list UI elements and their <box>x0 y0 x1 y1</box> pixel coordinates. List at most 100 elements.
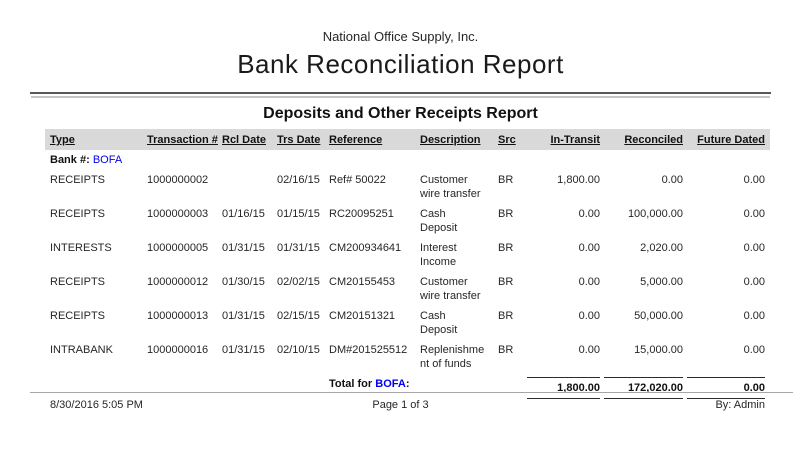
header-divider <box>30 92 771 94</box>
column-header-transaction: Transaction # <box>147 129 222 150</box>
cell-type: RECEIPTS <box>50 276 106 288</box>
cell-type: INTRABANK <box>50 344 113 356</box>
total-colon: : <box>405 378 410 390</box>
table-row: INTERESTS 1000000005 01/31/15 01/31/15 CM200… <box>45 238 770 272</box>
cell-reconciled: 2,020.00 <box>640 242 683 254</box>
cell-reference: CM200934641 <box>329 242 402 254</box>
cell-transaction: 1000000016 <box>147 344 209 356</box>
cell-description: Cash Deposit <box>420 310 458 336</box>
cell-description: Customer wire transfer <box>420 276 481 302</box>
cell-description: Replenishment of funds <box>420 344 485 370</box>
column-header-rcl_date: Rcl Date <box>222 129 277 150</box>
cell-rcl_date: 01/30/15 <box>222 276 265 288</box>
cell-description: Cash Deposit <box>420 208 458 234</box>
cell-reference: DM#201525512 <box>329 344 408 356</box>
bank-link[interactable]: BOFA <box>92 154 123 166</box>
cell-rcl_date: 01/16/15 <box>222 208 265 220</box>
total-spacer <box>45 374 329 402</box>
cell-reference: CM20155453 <box>329 276 396 288</box>
column-header-trs_date: Trs Date <box>277 129 329 150</box>
total-future-dated: 0.00 <box>683 374 770 402</box>
column-header-future_dated: Future Dated <box>683 129 770 150</box>
table-row: INTRABANK 1000000016 01/31/15 02/10/15 DM#20… <box>45 340 770 374</box>
cell-future_dated: 0.00 <box>743 174 765 186</box>
cell-in_transit: 0.00 <box>578 208 600 220</box>
cell-rcl_date: 01/31/15 <box>222 242 265 254</box>
cell-future_dated: 0.00 <box>743 344 765 356</box>
deposits-table: Type Transaction # Rcl Date Trs Date Referen… <box>45 129 770 402</box>
cell-description: Customer wire transfer <box>420 174 481 200</box>
bank-group-cell: Bank #: BOFA <box>45 150 770 170</box>
cell-future_dated: 0.00 <box>743 276 765 288</box>
cell-trs_date: 02/02/15 <box>277 276 320 288</box>
cell-rcl_date <box>222 170 277 204</box>
cell-src: BR <box>498 310 514 322</box>
column-header-reference: Reference <box>329 129 420 150</box>
cell-rcl_date: 01/31/15 <box>222 310 265 322</box>
cell-reference: RC20095251 <box>329 208 394 220</box>
cell-trs_date: 01/31/15 <box>277 242 320 254</box>
column-header-reconciled: Reconciled <box>600 129 683 150</box>
cell-type: RECEIPTS <box>50 174 106 186</box>
total-label: Total for <box>329 378 373 390</box>
bank-group-row: Bank #: BOFA <box>45 150 770 170</box>
cell-in_transit: 0.00 <box>578 344 600 356</box>
table-row: RECEIPTS 1000000003 01/16/15 01/15/15 RC2009… <box>45 204 770 238</box>
cell-transaction: 1000000003 <box>147 208 209 220</box>
cell-trs_date: 02/10/15 <box>277 344 320 356</box>
cell-transaction: 1000000013 <box>147 310 209 322</box>
column-header-description: Description <box>420 129 498 150</box>
footer: 8/30/2016 5:05 PM Page 1 of 3 By: Admin <box>0 399 801 415</box>
cell-src: BR <box>498 208 514 220</box>
cell-transaction: 1000000012 <box>147 276 209 288</box>
cell-reconciled: 0.00 <box>661 174 683 186</box>
cell-in_transit: 1,800.00 <box>557 174 600 186</box>
cell-reference: Ref# 50022 <box>329 174 386 186</box>
cell-transaction: 1000000005 <box>147 242 209 254</box>
table-body: Bank #: BOFA RECEIPTS 1000000002 02/16/15 R… <box>45 150 770 402</box>
cell-type: INTERESTS <box>50 242 112 254</box>
cell-src: BR <box>498 344 514 356</box>
table-header: Type Transaction # Rcl Date Trs Date Referen… <box>45 129 770 150</box>
cell-future_dated: 0.00 <box>743 310 765 322</box>
total-bank-link[interactable]: BOFA <box>375 378 406 390</box>
column-header-in_transit: In-Transit <box>523 129 600 150</box>
printed-by: By: Admin <box>715 399 765 411</box>
cell-transaction: 1000000002 <box>147 174 209 186</box>
cell-in_transit: 0.00 <box>578 276 600 288</box>
cell-description: Interest Income <box>420 242 457 268</box>
print-datetime: 8/30/2016 5:05 PM <box>50 399 143 411</box>
header-divider-light <box>31 96 770 98</box>
cell-reconciled: 5,000.00 <box>640 276 683 288</box>
cell-rcl_date: 01/31/15 <box>222 344 265 356</box>
cell-trs_date: 02/15/15 <box>277 310 320 322</box>
cell-src: BR <box>498 276 514 288</box>
total-label-cell: Total for BOFA: <box>329 374 523 402</box>
report-subtitle: Deposits and Other Receipts Report <box>263 105 538 122</box>
footer-divider <box>30 392 793 393</box>
table-row: RECEIPTS 1000000013 01/31/15 02/15/15 CM2015… <box>45 306 770 340</box>
cell-reference: CM20151321 <box>329 310 396 322</box>
total-in-transit: 1,800.00 <box>523 374 600 402</box>
company-name: National Office Supply, Inc. <box>322 29 479 44</box>
cell-in_transit: 0.00 <box>578 310 600 322</box>
page-number: Page 1 of 3 <box>372 399 429 411</box>
cell-reconciled: 100,000.00 <box>627 208 683 220</box>
total-reconciled: 172,020.00 <box>600 374 683 402</box>
bank-label: Bank #: <box>50 154 90 166</box>
table-row: RECEIPTS 1000000012 01/30/15 02/02/15 CM2015… <box>45 272 770 306</box>
column-header-type: Type <box>45 129 147 150</box>
page-title: Bank Reconciliation Report <box>237 49 564 79</box>
table-row: RECEIPTS 1000000002 02/16/15 Ref# 50022 Cust… <box>45 170 770 204</box>
cell-trs_date: 01/15/15 <box>277 208 320 220</box>
cell-reconciled: 50,000.00 <box>634 310 683 322</box>
cell-future_dated: 0.00 <box>743 208 765 220</box>
cell-reconciled: 15,000.00 <box>634 344 683 356</box>
cell-trs_date: 02/16/15 <box>277 174 320 186</box>
column-header-src: Src <box>498 129 523 150</box>
total-row: Total for BOFA: 1,800.00 172,020.00 0.00 <box>45 374 770 402</box>
header-row: Type Transaction # Rcl Date Trs Date Referen… <box>45 129 770 150</box>
cell-in_transit: 0.00 <box>578 242 600 254</box>
cell-type: RECEIPTS <box>50 310 106 322</box>
